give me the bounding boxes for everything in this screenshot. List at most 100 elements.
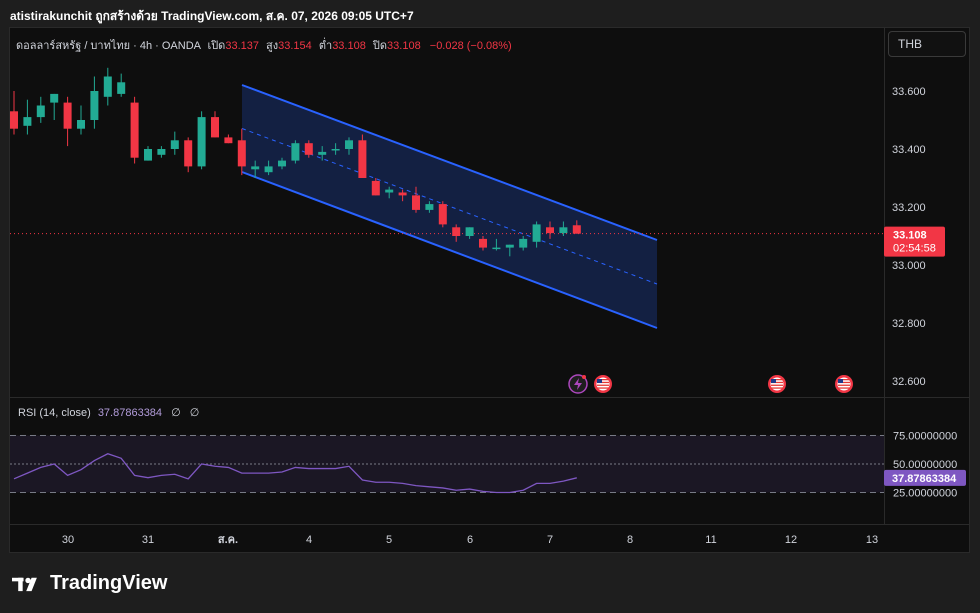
candle	[345, 137, 353, 155]
candle	[532, 221, 541, 248]
rsi-value: 37.87863384	[97, 407, 163, 419]
candle	[36, 96, 45, 123]
candle	[572, 220, 581, 234]
us-flag-icon[interactable]	[594, 375, 612, 393]
candle-body	[398, 192, 407, 196]
candle-body	[63, 102, 72, 129]
candle	[170, 131, 179, 155]
symbol-name[interactable]: ดอลลาร์สหรัฐ / บาทไทย · 4h · OANDA	[16, 40, 201, 52]
candle-body	[291, 143, 300, 161]
candle	[197, 111, 206, 170]
candle-body	[264, 166, 273, 173]
rsi-tick-label: 75.00000000	[893, 431, 957, 443]
tradingview-logo-icon	[12, 577, 37, 591]
candle-body	[36, 105, 45, 118]
rsi-tick-label: 50.00000000	[893, 459, 957, 471]
candle	[318, 146, 327, 161]
candle	[546, 221, 554, 239]
channel-fill	[242, 85, 657, 328]
candle-body	[358, 140, 367, 178]
flag-stripe	[597, 387, 609, 389]
candle-body	[438, 204, 447, 225]
flag-stripe	[838, 379, 850, 381]
flag-stripe	[771, 379, 783, 381]
rsi-extra-1: ∅	[171, 407, 181, 419]
currency-button[interactable]: THB	[888, 31, 966, 57]
brand[interactable]: TradingView	[12, 572, 167, 595]
lightning-event-icon[interactable]	[568, 374, 588, 394]
high-label: สูง	[266, 40, 279, 52]
candle	[211, 111, 219, 138]
candle-body	[505, 244, 514, 248]
candle	[425, 201, 434, 213]
candle	[50, 93, 59, 120]
channel-upper-line	[241, 84, 658, 241]
candle-body	[492, 247, 501, 250]
last-price-label: 33.108	[893, 230, 927, 242]
low-label: ต่ำ	[318, 40, 333, 52]
candle	[251, 160, 260, 178]
candle	[385, 186, 394, 199]
time-tick-label: 4	[306, 534, 312, 546]
flag-stripe	[771, 387, 783, 389]
candle-body	[77, 120, 85, 129]
time-tick-label: 31	[142, 534, 154, 546]
us-flag-icon[interactable]	[835, 375, 853, 393]
time-tick-label: ส.ค.	[218, 534, 238, 546]
candle-body	[385, 189, 394, 193]
candle	[10, 91, 18, 135]
candle	[184, 137, 193, 173]
open-label: เปิด	[207, 40, 226, 52]
rsi-legend: RSI (14, close) 37.87863384 ∅ ∅	[18, 406, 199, 419]
price-tick-label: 33.200	[892, 202, 926, 214]
rsi-badge-bg	[884, 469, 966, 486]
candle-body	[318, 151, 327, 155]
rsi-label[interactable]: RSI (14, close)	[18, 407, 91, 419]
flag-stripe	[597, 381, 609, 384]
candle-body	[532, 224, 541, 242]
candle-body	[559, 227, 568, 234]
rsi-extra-2: ∅	[189, 407, 200, 419]
candle-body	[117, 82, 126, 94]
candle	[130, 96, 139, 164]
candle	[412, 186, 420, 213]
candle	[224, 134, 233, 144]
candle-body	[237, 140, 246, 167]
brand-name: TradingView	[50, 572, 168, 594]
candle	[144, 146, 152, 161]
us-flag-icon[interactable]	[768, 375, 786, 393]
chart-frame[interactable]	[9, 27, 970, 553]
change-value: −0.028 (−0.08%)	[429, 40, 512, 52]
candle-body	[10, 111, 18, 129]
candle-body	[157, 149, 166, 155]
channel-lower-line	[241, 171, 658, 329]
candle	[398, 189, 407, 202]
time-tick-label: 11	[705, 534, 716, 546]
flag-stripe	[597, 384, 609, 386]
candle	[90, 76, 99, 129]
candle-body	[412, 195, 420, 210]
candle-body	[425, 204, 434, 210]
candle	[291, 140, 300, 164]
time-tick-label: 6	[467, 534, 473, 546]
price-tick-label: 33.400	[892, 144, 926, 156]
price-tick-label: 32.800	[892, 318, 926, 330]
candle	[77, 105, 85, 135]
candle-body	[465, 227, 474, 236]
candle	[505, 244, 514, 257]
candle	[23, 99, 32, 135]
open-value: 33.137	[225, 40, 259, 52]
countdown-label: 02:54:58	[893, 243, 936, 255]
candle-body	[50, 93, 59, 103]
candle	[452, 224, 461, 242]
candle-body	[197, 117, 206, 167]
time-tick-label: 12	[785, 534, 797, 546]
candle-body	[90, 91, 99, 120]
candle	[264, 160, 273, 176]
candle	[371, 178, 380, 196]
rsi-tick-label: 25.00000000	[893, 488, 957, 500]
flag-stripe	[838, 387, 850, 389]
candle	[117, 73, 126, 97]
